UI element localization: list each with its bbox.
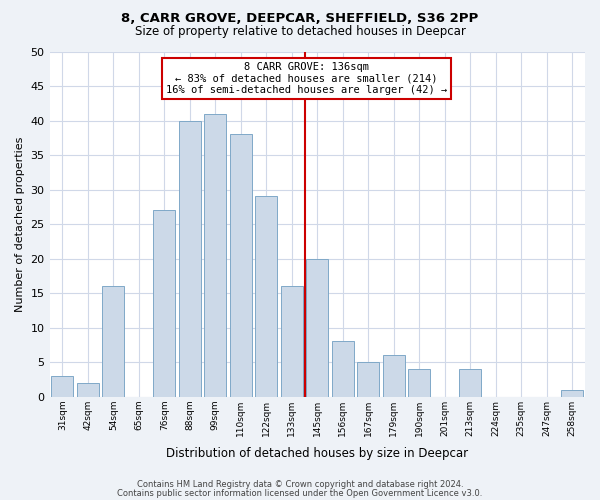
Bar [256,196,277,396]
Bar [230,134,251,396]
Bar [52,376,73,396]
Bar [307,258,328,396]
Bar [205,114,226,397]
Text: 8 CARR GROVE: 136sqm
← 83% of detached houses are smaller (214)
16% of semi-deta: 8 CARR GROVE: 136sqm ← 83% of detached h… [166,62,447,95]
Text: Size of property relative to detached houses in Deepcar: Size of property relative to detached ho… [134,25,466,38]
Bar [154,210,175,396]
Y-axis label: Number of detached properties: Number of detached properties [15,136,25,312]
Bar [383,356,404,397]
Bar [460,369,481,396]
Bar [179,120,200,396]
Bar [77,383,98,396]
Text: Contains public sector information licensed under the Open Government Licence v3: Contains public sector information licen… [118,488,482,498]
Bar [358,362,379,396]
Text: Contains HM Land Registry data © Crown copyright and database right 2024.: Contains HM Land Registry data © Crown c… [137,480,463,489]
Bar [103,286,124,397]
Bar [562,390,583,396]
Bar [281,286,302,397]
Text: 8, CARR GROVE, DEEPCAR, SHEFFIELD, S36 2PP: 8, CARR GROVE, DEEPCAR, SHEFFIELD, S36 2… [121,12,479,26]
Bar [409,369,430,396]
X-axis label: Distribution of detached houses by size in Deepcar: Distribution of detached houses by size … [166,447,469,460]
Bar [332,342,353,396]
